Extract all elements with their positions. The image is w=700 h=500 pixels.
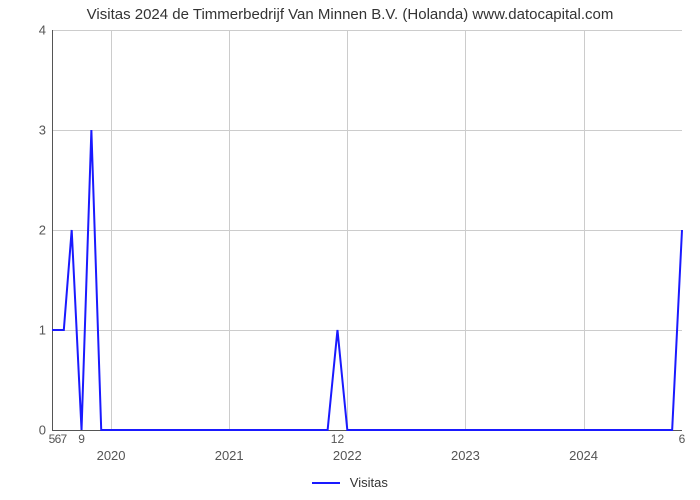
- legend-swatch: [312, 482, 340, 484]
- legend-label: Visitas: [350, 475, 388, 490]
- point-x-label: 6: [679, 430, 686, 446]
- y-tick-label: 2: [39, 223, 52, 238]
- series-line: [52, 30, 682, 430]
- point-x-label: 9: [78, 430, 85, 446]
- legend: Visitas: [0, 474, 700, 490]
- plot-area: 01234202020212022202320245679126: [52, 30, 682, 430]
- point-x-label: 7: [60, 430, 67, 446]
- chart-title: Visitas 2024 de Timmerbedrijf Van Minnen…: [0, 6, 700, 23]
- x-year-label: 2021: [215, 430, 244, 463]
- point-x-label: 12: [331, 430, 344, 446]
- y-tick-label: 1: [39, 323, 52, 338]
- x-year-label: 2023: [451, 430, 480, 463]
- x-year-label: 2020: [97, 430, 126, 463]
- y-tick-label: 3: [39, 123, 52, 138]
- x-year-label: 2024: [569, 430, 598, 463]
- y-tick-label: 4: [39, 23, 52, 38]
- chart-container: Visitas 2024 de Timmerbedrijf Van Minnen…: [0, 0, 700, 500]
